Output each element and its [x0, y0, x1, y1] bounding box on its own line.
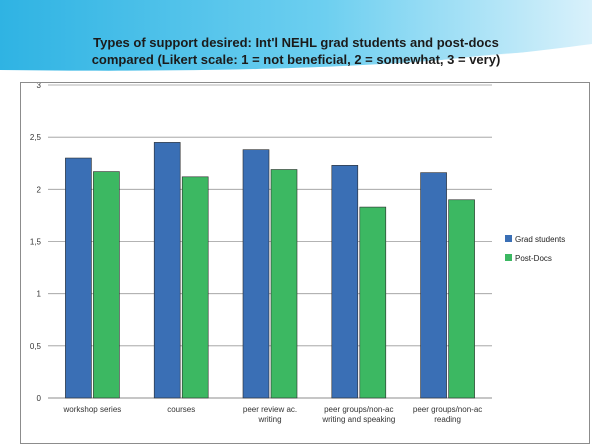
slide-title-line-2: compared (Likert scale: 1 = not benefici… [91, 52, 501, 67]
chart-frame: 0 0,5 1 1,5 2 2,5 3 workshop series courses peer … [20, 82, 590, 444]
x-category-label-line: writing and speaking [321, 415, 395, 424]
y-tick-label: 0,5 [30, 342, 42, 351]
bar-grad-students [331, 165, 359, 399]
header-banner [0, 0, 592, 80]
y-tick-label: 2,5 [30, 133, 42, 142]
bar-post-docs [93, 171, 120, 399]
y-tick-label: 0 [37, 394, 42, 403]
legend-label: Grad students [515, 235, 565, 244]
x-category-label: peer groups/non-ac writing and speaking [321, 405, 395, 424]
bar-grad-students [242, 149, 270, 399]
bar-grad-students [420, 172, 447, 399]
legend-label: Post-Docs [515, 254, 552, 263]
x-category-label-line: peer groups/non-ac [413, 405, 482, 414]
bar-post-docs [270, 169, 298, 399]
x-category-label-line: workshop series [62, 405, 121, 414]
y-tick-label: 1,5 [30, 238, 42, 247]
bar-post-docs [448, 199, 475, 399]
slide-title-line-1: Types of support desired: Int'l NEHL gra… [93, 35, 499, 50]
x-category-label-line: writing [257, 415, 281, 424]
y-tick-label: 3 [37, 83, 42, 90]
x-category-label: peer review ac. writing [243, 405, 297, 424]
bar-post-docs [181, 176, 209, 399]
bar-chart: 0 0,5 1 1,5 2 2,5 3 workshop series courses peer … [30, 83, 565, 424]
x-category-label-line: reading [434, 415, 461, 424]
x-category-label: peer groups/non-ac reading [413, 405, 482, 424]
bar-grad-students [153, 142, 181, 399]
bar-post-docs [359, 206, 387, 399]
x-category-label: courses [167, 405, 195, 414]
x-category-label-line: peer groups/non-ac [324, 405, 393, 414]
bar-grad-students [65, 157, 92, 399]
slide-title: Types of support desired: Int'l NEHL gra… [30, 34, 562, 68]
x-category-label: workshop series [62, 405, 121, 414]
header-swoosh [0, 0, 592, 80]
y-tick-label: 2 [37, 185, 42, 194]
legend-swatch [505, 235, 512, 242]
x-category-label-line: courses [167, 405, 195, 414]
y-tick-label: 1 [37, 290, 42, 299]
x-category-label-line: peer review ac. [243, 405, 297, 414]
legend-swatch [505, 254, 512, 261]
